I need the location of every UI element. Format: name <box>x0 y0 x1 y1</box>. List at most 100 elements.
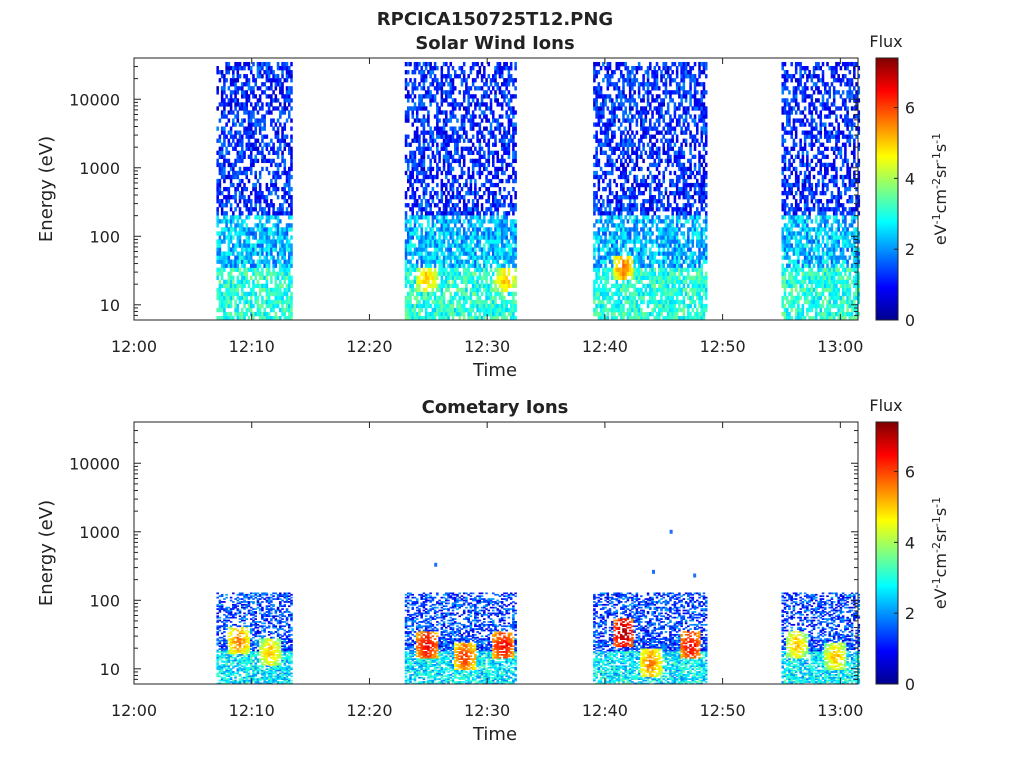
flux-cell <box>451 182 455 188</box>
flux-cell <box>427 315 430 321</box>
flux-cell <box>456 247 459 252</box>
flux-cell <box>411 158 415 164</box>
flux-cell <box>285 247 289 252</box>
flux-cell <box>471 142 475 147</box>
flux-cell <box>225 150 228 155</box>
flux-cell <box>465 299 468 305</box>
flux-cell <box>465 86 468 91</box>
flux-cell <box>606 86 610 91</box>
flux-cell <box>671 146 674 151</box>
flux-cell <box>649 259 652 264</box>
flux-cell <box>424 66 428 71</box>
flux-cell <box>453 70 457 75</box>
flux-cell <box>631 275 634 280</box>
flux-cell <box>245 243 249 248</box>
flux-cell <box>467 110 470 115</box>
flux-cell <box>442 90 446 95</box>
flux-cell <box>642 174 645 180</box>
flux-cell <box>615 227 619 232</box>
flux-cell <box>424 235 428 240</box>
flux-cell <box>460 186 464 192</box>
flux-cell <box>613 315 616 321</box>
flux-cell <box>467 138 470 143</box>
flux-cell <box>489 303 493 309</box>
flux-cell <box>458 215 461 220</box>
flux-cell <box>287 190 291 196</box>
flux-cell <box>279 207 282 212</box>
flux-cell <box>503 259 506 264</box>
flux-cell <box>628 82 632 87</box>
flux-cell <box>485 251 488 256</box>
flux-cell <box>431 134 435 139</box>
flux-cell <box>655 215 659 220</box>
flux-cell <box>628 267 632 272</box>
flux-cell <box>241 122 244 127</box>
flux-cell <box>503 219 506 224</box>
flux-cell <box>449 134 453 139</box>
flux-cell <box>483 263 486 268</box>
flux-cell <box>283 126 287 131</box>
flux-cell <box>483 219 486 224</box>
flux-cell <box>220 271 224 276</box>
flux-cell <box>451 239 455 244</box>
flux-cell <box>666 106 670 111</box>
flux-cell <box>227 303 231 309</box>
flux-cell <box>608 162 612 168</box>
flux-cell <box>619 275 623 280</box>
flux-cell <box>458 227 461 232</box>
flux-cell <box>622 207 625 212</box>
flux-cell <box>664 251 668 256</box>
flux-cell <box>507 255 511 260</box>
flux-cell <box>287 98 291 103</box>
flux-cell <box>664 215 668 220</box>
flux-cell <box>478 235 482 240</box>
flux-cell <box>427 299 430 305</box>
flux-cell <box>241 102 244 107</box>
flux-cell <box>431 271 435 276</box>
flux-cell <box>453 142 457 147</box>
flux-cell <box>507 130 511 135</box>
flux-cell <box>503 247 506 252</box>
flux-cell <box>635 239 639 244</box>
flux-cell <box>287 110 291 115</box>
flux-cell <box>409 295 412 301</box>
flux-cell <box>608 110 612 115</box>
flux-cell <box>626 259 630 264</box>
flux-cell <box>449 114 453 119</box>
flux-cell <box>485 291 488 297</box>
flux-cell <box>478 122 482 127</box>
flux-cell <box>276 275 280 280</box>
flux-cell <box>465 178 468 184</box>
flux-cell <box>451 190 455 196</box>
flux-cell <box>492 74 495 79</box>
flux-cell <box>642 311 645 317</box>
flux-cell <box>462 114 466 119</box>
flux-cell <box>483 166 486 172</box>
flux-cell <box>514 267 517 272</box>
flux-cell <box>599 307 603 313</box>
flux-cell <box>642 251 645 256</box>
flux-cell <box>285 287 289 293</box>
flux-cell <box>478 126 482 131</box>
flux-cell <box>633 215 636 220</box>
flux-cell <box>424 203 428 208</box>
flux-cell <box>602 307 605 313</box>
flux-cell <box>651 283 654 289</box>
flux-cell <box>624 291 627 297</box>
flux-cell <box>503 150 506 155</box>
flux-cell <box>438 86 441 91</box>
flux-cell <box>651 271 654 276</box>
flux-cell <box>595 291 598 297</box>
flux-cell <box>664 223 668 228</box>
flux-cell <box>440 110 444 115</box>
flux-cell <box>653 279 657 285</box>
flux-cell <box>631 150 634 155</box>
flux-cell <box>254 94 257 99</box>
flux-cell <box>476 287 479 293</box>
flux-cell <box>418 138 421 143</box>
flux-cell <box>223 311 226 317</box>
flux-cell <box>496 166 500 172</box>
flux-cell <box>644 291 648 297</box>
flux-cell <box>597 178 601 184</box>
flux-cell <box>263 158 266 164</box>
